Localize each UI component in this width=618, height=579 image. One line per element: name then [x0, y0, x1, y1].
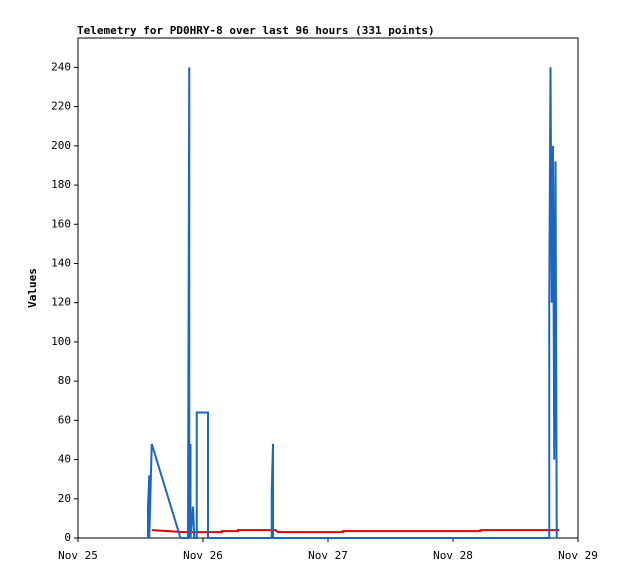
y-tick-label: 20	[58, 492, 71, 505]
y-tick-label: 120	[51, 296, 71, 309]
y-axis-label: Values	[26, 268, 39, 308]
x-tick-label: Nov 28	[433, 549, 473, 562]
y-tick-label: 220	[51, 100, 71, 113]
series-line	[147, 67, 558, 539]
y-tick-label: 80	[58, 374, 71, 387]
y-tick-label: 140	[51, 256, 71, 269]
y-tick-label: 180	[51, 178, 71, 191]
y-tick-label: 200	[51, 139, 71, 152]
y-tick-label: 100	[51, 335, 71, 348]
x-tick-label: Nov 27	[308, 549, 348, 562]
y-tick-label: 0	[64, 531, 71, 544]
plot-frame	[77, 37, 579, 539]
x-tick-label: Nov 29	[558, 549, 598, 562]
y-tick-label: 60	[58, 413, 71, 426]
x-tick-label: Nov 25	[58, 549, 98, 562]
y-tick-label: 160	[51, 217, 71, 230]
y-tick-label: 40	[58, 453, 71, 466]
chart-title: Telemetry for PD0HRY-8 over last 96 hour…	[77, 24, 435, 37]
x-tick-label: Nov 26	[183, 549, 223, 562]
y-tick-label: 240	[51, 60, 71, 73]
series-line	[151, 529, 560, 534]
